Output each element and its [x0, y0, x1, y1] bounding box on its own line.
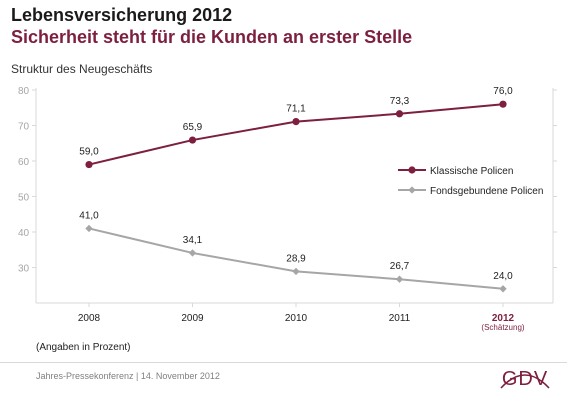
legend-label: Fondsgebundene Policen: [430, 186, 543, 197]
data-point: [188, 249, 197, 257]
x-tick-label: 2008: [78, 313, 101, 324]
data-label: 28,9: [286, 253, 306, 264]
data-label: 76,0: [493, 86, 513, 97]
data-label: 73,3: [390, 96, 410, 107]
y-tick-label: 70: [18, 122, 30, 133]
y-tick-label: 30: [18, 264, 30, 275]
x-tick-label: 2009: [181, 313, 204, 324]
data-point: [188, 136, 197, 144]
y-tick-label: 60: [18, 157, 30, 168]
data-point: [85, 160, 93, 169]
data-point: [292, 117, 300, 126]
x-tick-note: (Schätzung): [481, 323, 524, 332]
y-tick-label: 80: [18, 86, 30, 97]
data-point: [499, 285, 507, 293]
data-label: 26,7: [390, 261, 410, 272]
data-label: 65,9: [183, 122, 203, 133]
x-tick-label: 2012: [492, 313, 515, 324]
x-tick-label: 2010: [285, 313, 308, 324]
chart-title: Lebensversicherung 2012: [11, 5, 233, 25]
legend-marker: [408, 186, 416, 194]
units-footnote: (Angaben in Prozent): [36, 342, 131, 353]
data-point: [395, 275, 404, 283]
data-label: 24,0: [493, 271, 513, 282]
x-tick-label: 2011: [389, 313, 411, 324]
footer-divider: [0, 362, 567, 363]
logo-text: GDV: [501, 368, 549, 390]
data-point: [395, 110, 404, 118]
data-point: [85, 224, 93, 233]
chart-section-label: Struktur des Neugeschäfts: [11, 62, 153, 76]
logo-arc-icon: [500, 374, 550, 389]
data-point: [499, 100, 507, 108]
data-point: [292, 267, 300, 276]
data-label: 34,1: [183, 235, 203, 246]
legend-label: Klassische Policen: [430, 166, 513, 177]
y-tick-label: 50: [18, 193, 30, 204]
y-tick-label: 40: [18, 228, 30, 239]
data-label: 59,0: [79, 147, 99, 158]
gdv-logo: GDV: [491, 368, 559, 400]
data-label: 41,0: [79, 210, 99, 221]
legend-marker: [408, 166, 416, 174]
footer-text: Jahres-Pressekonferenz | 14. November 20…: [36, 371, 220, 381]
chart-subtitle: Sicherheit steht für die Kunden an erste…: [11, 27, 413, 47]
data-label: 71,1: [286, 104, 306, 115]
